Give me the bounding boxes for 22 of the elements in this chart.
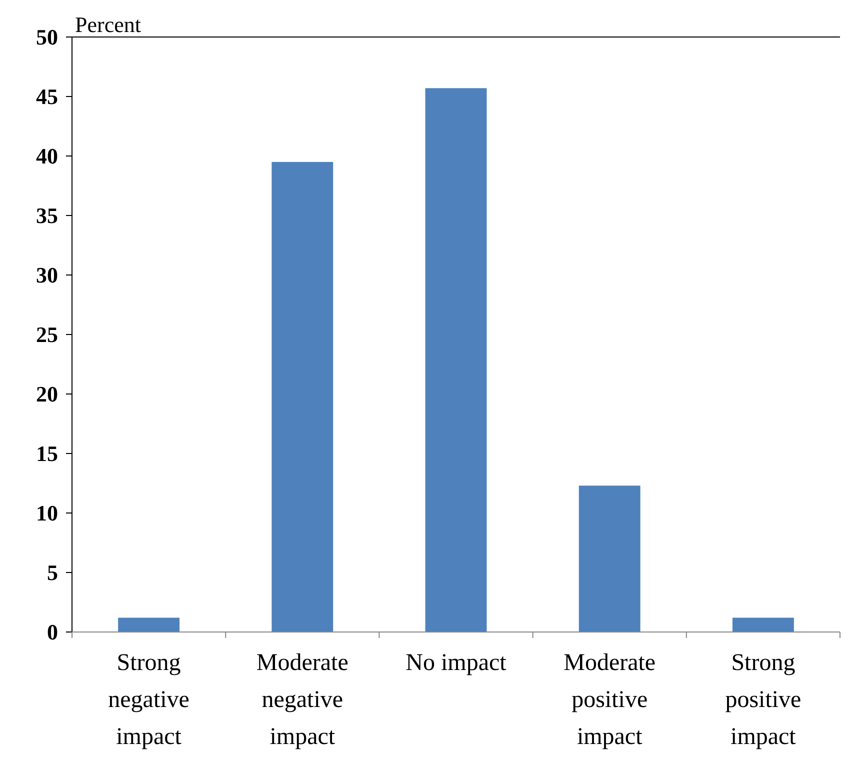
bar bbox=[272, 162, 334, 632]
y-tick-label: 5 bbox=[47, 560, 58, 586]
y-tick-label: 20 bbox=[36, 382, 58, 407]
y-tick-label: 35 bbox=[36, 203, 58, 228]
y-tick-label: 15 bbox=[36, 441, 58, 466]
y-tick-label: 45 bbox=[36, 84, 58, 110]
bar bbox=[425, 88, 487, 632]
bar bbox=[118, 618, 180, 632]
bar bbox=[578, 486, 640, 632]
y-tick-label: 40 bbox=[36, 144, 58, 169]
x-tick-label: Moderate positive impact bbox=[564, 650, 656, 750]
y-tick-label: 25 bbox=[36, 322, 58, 348]
y-tick-label: 10 bbox=[36, 500, 58, 526]
x-tick-label: Strong negative impact bbox=[108, 650, 190, 750]
y-tick-label: 30 bbox=[36, 262, 58, 288]
x-tick-label: No impact bbox=[406, 650, 507, 676]
y-axis-title: Percent bbox=[75, 12, 141, 37]
x-tick-label: Moderate negative impact bbox=[256, 650, 348, 750]
bar bbox=[732, 618, 794, 632]
y-tick-label: 50 bbox=[36, 24, 58, 50]
y-tick-label: 0 bbox=[47, 620, 58, 645]
x-tick-label: Strong positive impact bbox=[725, 650, 802, 750]
